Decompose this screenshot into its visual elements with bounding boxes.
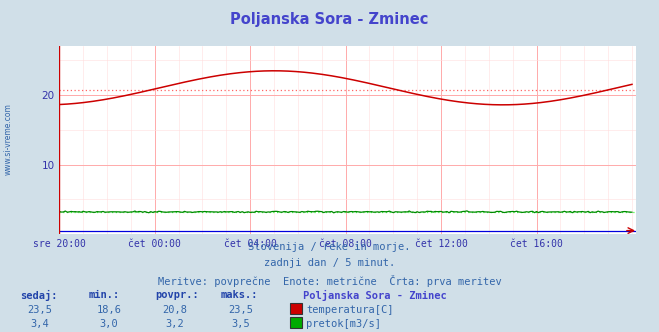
Text: zadnji dan / 5 minut.: zadnji dan / 5 minut. (264, 258, 395, 268)
Text: www.si-vreme.com: www.si-vreme.com (3, 104, 13, 175)
Text: 3,0: 3,0 (100, 319, 118, 329)
Text: Slovenija / reke in morje.: Slovenija / reke in morje. (248, 242, 411, 252)
Text: Poljanska Sora - Zminec: Poljanska Sora - Zminec (230, 12, 429, 27)
Text: temperatura[C]: temperatura[C] (306, 305, 394, 315)
Text: 23,5: 23,5 (228, 305, 253, 315)
Text: sedaj:: sedaj: (20, 290, 57, 300)
Text: Poljanska Sora - Zminec: Poljanska Sora - Zminec (303, 290, 447, 300)
Text: min.:: min.: (89, 290, 120, 299)
Text: pretok[m3/s]: pretok[m3/s] (306, 319, 382, 329)
Text: 3,2: 3,2 (165, 319, 184, 329)
Text: povpr.:: povpr.: (155, 290, 198, 299)
Text: 23,5: 23,5 (27, 305, 52, 315)
Text: 20,8: 20,8 (162, 305, 187, 315)
Text: maks.:: maks.: (221, 290, 258, 299)
Text: 3,4: 3,4 (30, 319, 49, 329)
Text: 3,5: 3,5 (231, 319, 250, 329)
Text: Meritve: povprečne  Enote: metrične  Črta: prva meritev: Meritve: povprečne Enote: metrične Črta:… (158, 275, 501, 287)
Text: 18,6: 18,6 (96, 305, 121, 315)
